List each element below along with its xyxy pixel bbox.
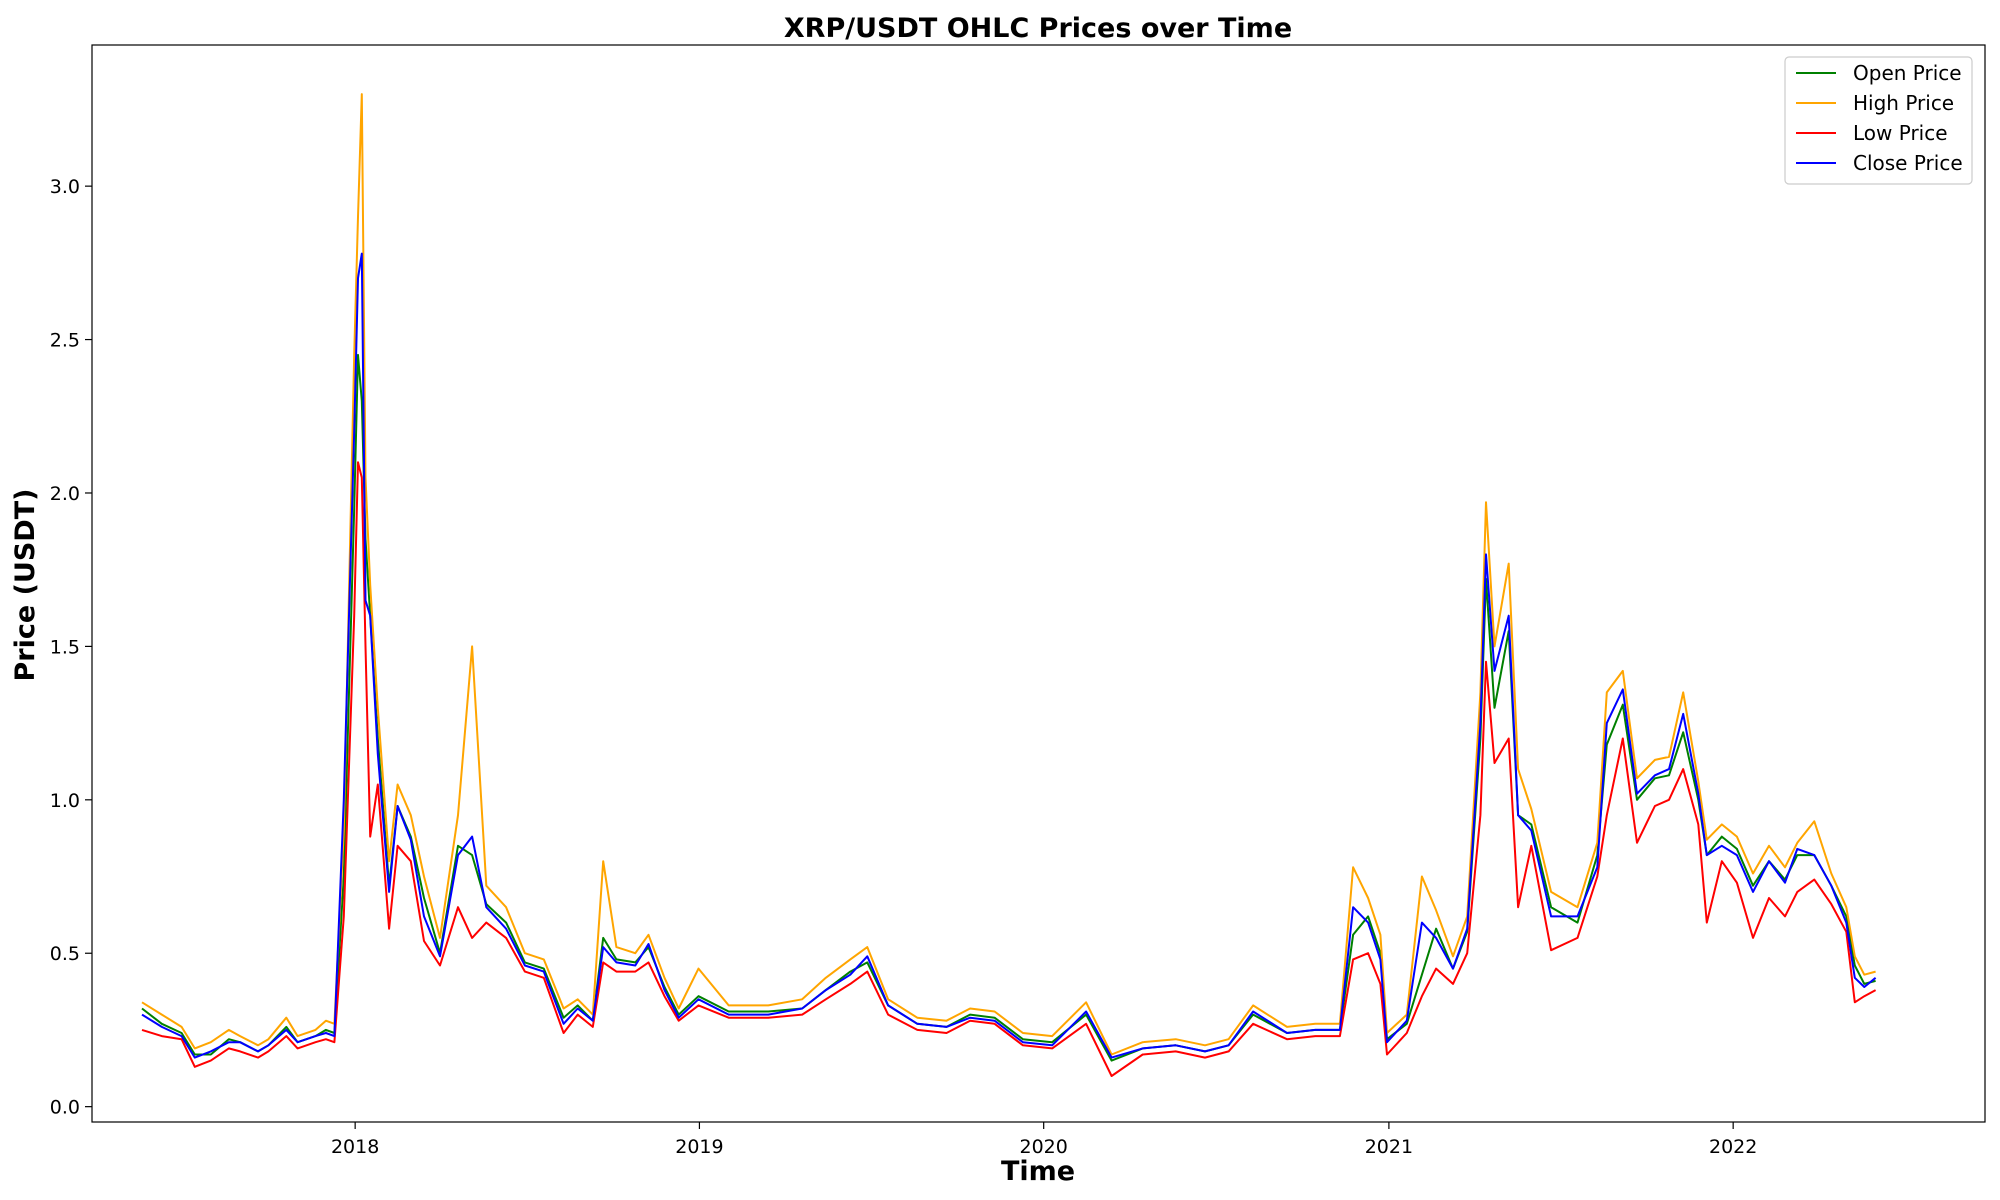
legend-label: Close Price [1853, 151, 1963, 175]
legend: Open Price High Price Low Price Close Price [1784, 56, 1973, 185]
legend-label: Low Price [1853, 121, 1948, 145]
series-line-open-price [141, 353, 1876, 1062]
x-tick-label: 2020 [1020, 1136, 1068, 1158]
legend-label: High Price [1853, 91, 1954, 115]
series-layer [141, 93, 1877, 1077]
series-line-high-price [141, 93, 1876, 1056]
y-tick-label: 2.0 [50, 483, 80, 505]
y-axis-ticks: 0.0 0.5 1.0 1.5 2.0 2.5 3.0 [50, 176, 92, 1119]
y-tick-label: 1.0 [50, 790, 80, 812]
x-tick-label: 2022 [1709, 1136, 1757, 1158]
y-tick-label: 1.5 [50, 636, 80, 658]
legend-items: Open Price High Price Low Price Close Price [1796, 61, 1963, 175]
y-tick-label: 0.0 [50, 1097, 80, 1119]
plot-area [91, 44, 1986, 1123]
x-tick-label: 2018 [331, 1136, 379, 1158]
y-tick-label: 3.0 [50, 176, 80, 198]
y-tick-label: 0.5 [50, 943, 80, 965]
x-axis-ticks: 2018 2019 2020 2021 2022 [331, 1122, 1757, 1158]
plot-frame [91, 44, 1986, 1123]
series-line-close-price [141, 252, 1877, 1059]
x-axis-label: Time [1001, 1156, 1075, 1187]
y-axis-label: Price (USDT) [10, 489, 41, 682]
x-tick-label: 2021 [1365, 1136, 1413, 1158]
legend-box [1784, 56, 1973, 185]
series-line-low-price [141, 461, 1877, 1077]
x-tick-label: 2019 [675, 1136, 723, 1158]
legend-label: Open Price [1853, 61, 1962, 85]
y-tick-label: 2.5 [50, 330, 80, 352]
chart-title: XRP/USDT OHLC Prices over Time [784, 13, 1292, 44]
